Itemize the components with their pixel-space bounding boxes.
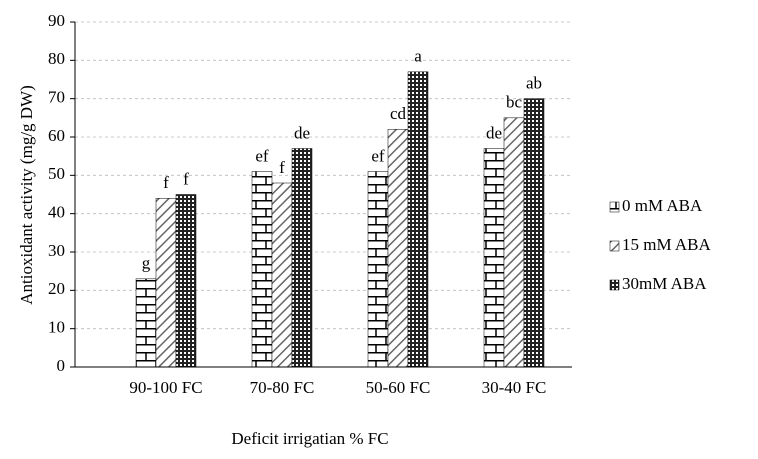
bar-letter: ef (371, 146, 385, 165)
bar-letter: de (486, 123, 502, 142)
bar-letter: f (279, 158, 285, 177)
y-tick-label: 20 (48, 279, 65, 298)
bar (503, 117, 525, 368)
bar (387, 129, 409, 368)
bar (251, 171, 273, 368)
bar-letter: de (294, 123, 310, 142)
legend-label: 15 mM ABA (622, 235, 712, 254)
legend-swatch (609, 279, 620, 291)
bar (291, 148, 313, 368)
bar-letter: ab (526, 74, 542, 93)
legend-swatch (609, 240, 620, 252)
y-tick-label: 50 (48, 164, 65, 183)
legend-label: 0 mM ABA (622, 196, 703, 215)
y-tick-label: 0 (57, 356, 66, 375)
bar (271, 182, 293, 368)
bar (175, 194, 197, 368)
legend-label: 30mM ABA (622, 274, 707, 293)
bar (523, 98, 545, 368)
y-tick-label: 40 (48, 203, 65, 222)
bar-letter: cd (390, 104, 407, 123)
bar-letter: bc (506, 93, 523, 112)
y-tick-label: 90 (48, 11, 65, 30)
bar (367, 171, 389, 368)
x-tick-label: 30-40 FC (482, 378, 547, 397)
bar (407, 71, 429, 368)
y-axis-title: Antioxidant activity (mg/g DW) (17, 85, 36, 305)
x-axis-title: Deficit irrigatian % FC (231, 429, 388, 448)
bar-letter: ef (255, 146, 269, 165)
bar-letter: f (163, 173, 169, 192)
x-tick-label: 70-80 FC (250, 378, 315, 397)
bar-letter: f (183, 169, 189, 188)
bar-letter: g (142, 254, 151, 273)
y-tick-label: 60 (48, 126, 65, 145)
y-tick-label: 30 (48, 241, 65, 260)
bar-letter: a (414, 47, 422, 66)
bar (483, 148, 505, 368)
y-tick-label: 10 (48, 318, 65, 337)
x-tick-label: 90-100 FC (129, 378, 202, 397)
bar (135, 278, 157, 368)
legend-swatch (609, 201, 620, 213)
y-tick-label: 70 (48, 88, 65, 107)
bar (155, 198, 177, 368)
x-tick-label: 50-60 FC (366, 378, 431, 397)
y-tick-label: 80 (48, 49, 65, 68)
